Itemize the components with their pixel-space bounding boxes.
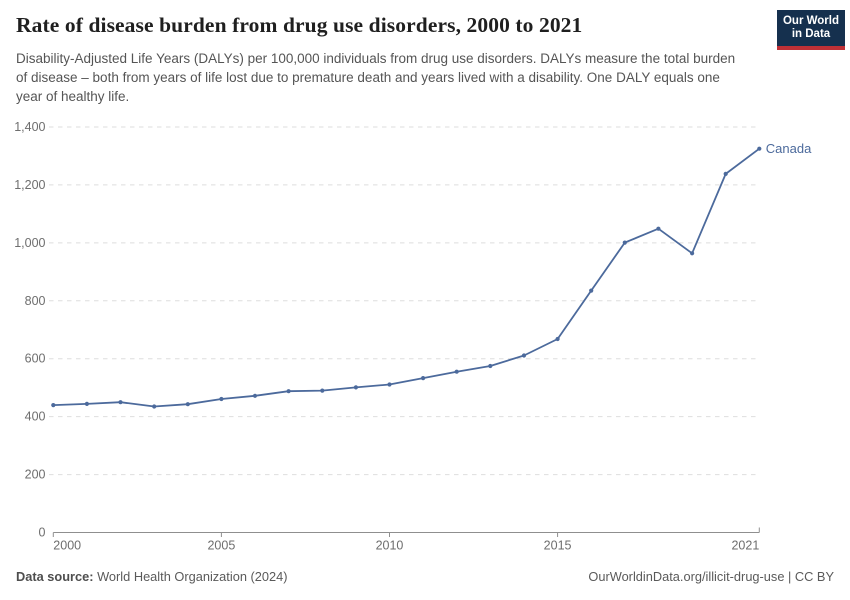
owid-logo-line2: in Data (791, 28, 831, 40)
data-point-2016[interactable] (589, 288, 594, 293)
data-point-2007[interactable] (286, 389, 291, 394)
data-point-2020[interactable] (723, 171, 728, 176)
y-axis-label-800: 800 (25, 294, 46, 308)
data-point-2000[interactable] (51, 403, 56, 408)
data-point-2003[interactable] (152, 404, 157, 409)
owid-citation-link[interactable]: OurWorldinData.org/illicit-drug-use | CC… (588, 569, 834, 584)
data-point-2012[interactable] (454, 369, 459, 374)
y-axis-label-1,000: 1,000 (14, 236, 45, 250)
chart-subtitle: Disability-Adjusted Life Years (DALYs) p… (16, 51, 736, 104)
data-point-2004[interactable] (185, 402, 190, 407)
y-axis-label-200: 200 (25, 468, 46, 482)
y-axis-label-600: 600 (25, 352, 46, 366)
data-point-2009[interactable] (353, 385, 358, 390)
data-point-2014[interactable] (521, 353, 527, 358)
y-axis-label-400: 400 (25, 410, 46, 424)
data-point-2021[interactable] (757, 146, 762, 151)
y-axis-label-0: 0 (39, 526, 46, 540)
data-point-2006[interactable] (252, 393, 258, 398)
x-axis-label-2000: 2000 (53, 539, 81, 553)
chart-footer: Data source: World Health Organization (… (16, 569, 834, 585)
series-label-canada[interactable]: Canada (766, 141, 812, 156)
owid-logo-line1: Our World (782, 14, 839, 27)
y-axis-label-1,400: 1,400 (14, 120, 45, 134)
data-point-2002[interactable] (118, 400, 123, 405)
x-axis-label-2021: 2021 (731, 539, 759, 553)
data-point-2005[interactable] (219, 396, 224, 402)
owid-logo[interactable]: Our World in Data (777, 10, 845, 50)
canada-line[interactable] (52, 147, 761, 408)
y-axis-label-1,200: 1,200 (14, 178, 45, 192)
data-point-2013[interactable] (488, 363, 493, 369)
data-point-2011[interactable] (421, 376, 426, 381)
data-point-2017[interactable] (622, 240, 627, 245)
data-source-label: Data source: (16, 569, 94, 584)
data-point-2019[interactable] (690, 251, 695, 256)
data-point-2010[interactable] (387, 382, 392, 387)
x-axis-label-2005: 2005 (207, 539, 235, 553)
data-point-2001[interactable] (84, 401, 89, 406)
data-point-2008[interactable] (320, 388, 325, 393)
x-axis-label-2015: 2015 (544, 539, 572, 553)
data-point-2018[interactable] (656, 226, 661, 231)
page-title: Rate of disease burden from drug use dis… (16, 13, 583, 37)
data-point-2015[interactable] (555, 336, 560, 342)
data-source-note: Data source: World Health Organization (… (16, 569, 287, 585)
data-source-text: World Health Organization (2024) (93, 569, 288, 584)
x-axis-label-2010: 2010 (376, 539, 404, 553)
